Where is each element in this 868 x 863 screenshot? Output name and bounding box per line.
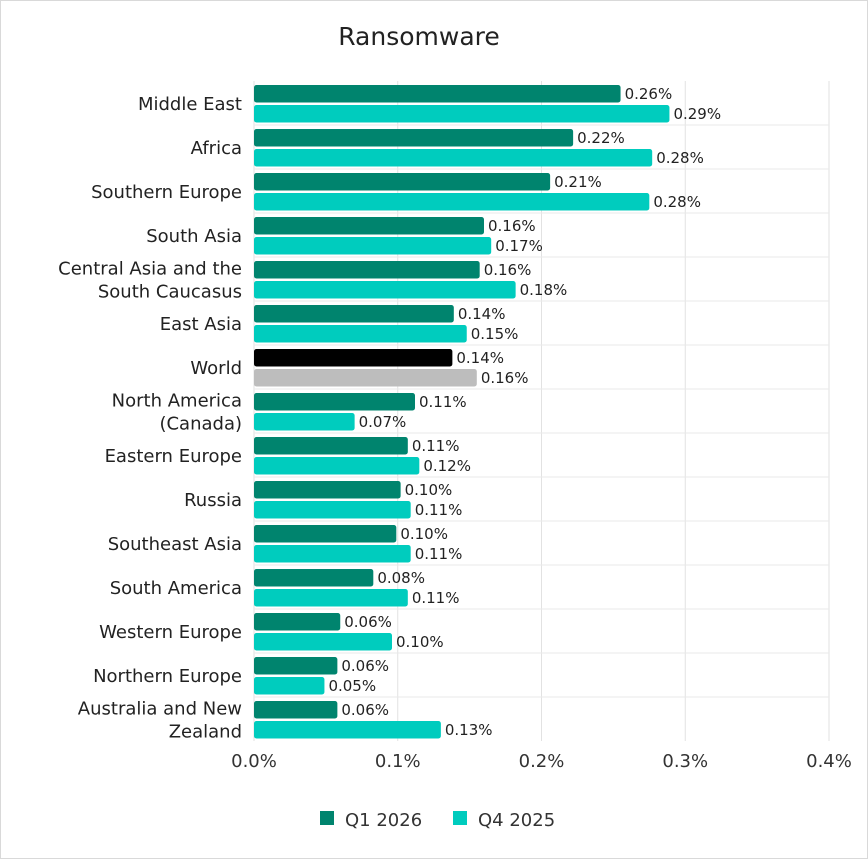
- data-label: 0.17%: [495, 237, 543, 255]
- bar-q1-2026: [254, 613, 341, 631]
- category-label: Central Asia and the South Caucasus: [58, 258, 242, 302]
- bar-q4-2025: [254, 633, 392, 651]
- bar-q1-2026: [254, 569, 374, 587]
- bar-q4-2025: [254, 281, 516, 299]
- bar-q4-2025: [254, 589, 408, 607]
- data-label: 0.28%: [656, 149, 704, 167]
- data-label: 0.11%: [415, 501, 463, 519]
- bar-q1-2026: [254, 261, 480, 279]
- legend-label-q4-2025: Q4 2025: [478, 810, 555, 831]
- bar-q4-2025: [254, 193, 650, 211]
- bar-q1-2026: [254, 349, 453, 367]
- legend-swatch-q4-2025: [453, 811, 467, 825]
- bar-q1-2026: [254, 393, 415, 411]
- category-label: Southern Europe: [91, 182, 242, 203]
- bar-q1-2026: [254, 217, 484, 235]
- data-label: 0.15%: [471, 325, 519, 343]
- gridlines: [253, 81, 830, 741]
- data-label: 0.12%: [423, 457, 471, 475]
- data-label: 0.14%: [456, 349, 504, 367]
- legend-swatch-q1-2026: [320, 811, 334, 825]
- data-label: 0.10%: [396, 633, 444, 651]
- data-label: 0.13%: [445, 721, 493, 739]
- legend: Q1 2026 Q4 2025: [320, 810, 555, 831]
- bar-q1-2026: [254, 85, 621, 103]
- x-tick-label: 0.4%: [806, 751, 852, 772]
- bar-q1-2026: [254, 481, 401, 499]
- data-label: 0.16%: [481, 369, 529, 387]
- data-label: 0.10%: [400, 525, 448, 543]
- data-label: 0.11%: [419, 393, 467, 411]
- data-label: 0.29%: [673, 105, 721, 123]
- x-tick-label: 0.0%: [231, 751, 277, 772]
- category-label: South Asia: [146, 226, 242, 247]
- data-label: 0.05%: [328, 677, 376, 695]
- chart-title: Ransomware: [338, 22, 500, 51]
- x-tick-label: 0.1%: [375, 751, 421, 772]
- category-label: East Asia: [160, 314, 242, 335]
- data-label: 0.26%: [625, 85, 673, 103]
- bar-q1-2026: [254, 701, 338, 719]
- category-label: Southeast Asia: [108, 534, 242, 555]
- data-label: 0.11%: [412, 589, 460, 607]
- bar-q4-2025: [254, 105, 670, 123]
- bar-q1-2026: [254, 305, 454, 323]
- category-label: World: [190, 358, 242, 379]
- bar-q1-2026: [254, 657, 338, 675]
- bar-q4-2025: [254, 457, 420, 475]
- data-label: 0.18%: [520, 281, 568, 299]
- bar-q1-2026: [254, 173, 551, 191]
- data-label: 0.14%: [458, 305, 506, 323]
- category-separators: [254, 124, 829, 698]
- data-label: 0.08%: [377, 569, 425, 587]
- bar-q4-2025: [254, 149, 653, 167]
- bar-q4-2025: [254, 325, 467, 343]
- data-label: 0.21%: [554, 173, 602, 191]
- bars: 0.26%0.29% 0.22% 0.28% 0.21% 0.28% 0.16% 0.17%…: [254, 85, 721, 739]
- bar-q4-2025: [254, 501, 411, 519]
- bar-q1-2026: [254, 129, 574, 147]
- bar-q4-2025: [254, 677, 325, 695]
- data-label: 0.07%: [359, 413, 407, 431]
- data-label: 0.06%: [344, 613, 392, 631]
- x-tick-label: 0.3%: [662, 751, 708, 772]
- bar-q4-2025: [254, 237, 492, 255]
- bar-q1-2026: [254, 525, 397, 543]
- category-labels: Middle East Africa Southern Europe South As…: [58, 94, 242, 743]
- data-label: 0.11%: [412, 437, 460, 455]
- bar-q4-2025: [254, 369, 477, 387]
- category-label: Russia: [184, 490, 242, 511]
- data-label: 0.28%: [653, 193, 701, 211]
- data-label: 0.10%: [405, 481, 453, 499]
- category-label: Eastern Europe: [105, 446, 242, 467]
- data-label: 0.22%: [577, 129, 625, 147]
- category-label: Middle East: [138, 94, 242, 115]
- bar-q4-2025: [254, 545, 411, 563]
- category-label: Northern Europe: [93, 666, 242, 687]
- x-axis-ticks: 0.0% 0.1% 0.2% 0.3% 0.4%: [231, 751, 852, 772]
- legend-label-q1-2026: Q1 2026: [345, 810, 422, 831]
- data-label: 0.06%: [341, 657, 389, 675]
- category-label: Western Europe: [99, 622, 242, 643]
- bar-q1-2026: [254, 437, 408, 455]
- data-label: 0.06%: [341, 701, 389, 719]
- bar-q4-2025: [254, 413, 355, 431]
- data-label: 0.16%: [488, 217, 536, 235]
- data-label: 0.16%: [484, 261, 532, 279]
- category-label: North America (Canada): [112, 390, 242, 434]
- category-label: Africa: [191, 138, 242, 159]
- category-label: South America: [110, 578, 242, 599]
- bar-q4-2025: [254, 721, 441, 739]
- category-label: Australia and New Zealand: [78, 698, 242, 742]
- data-label: 0.11%: [415, 545, 463, 563]
- x-tick-label: 0.2%: [519, 751, 565, 772]
